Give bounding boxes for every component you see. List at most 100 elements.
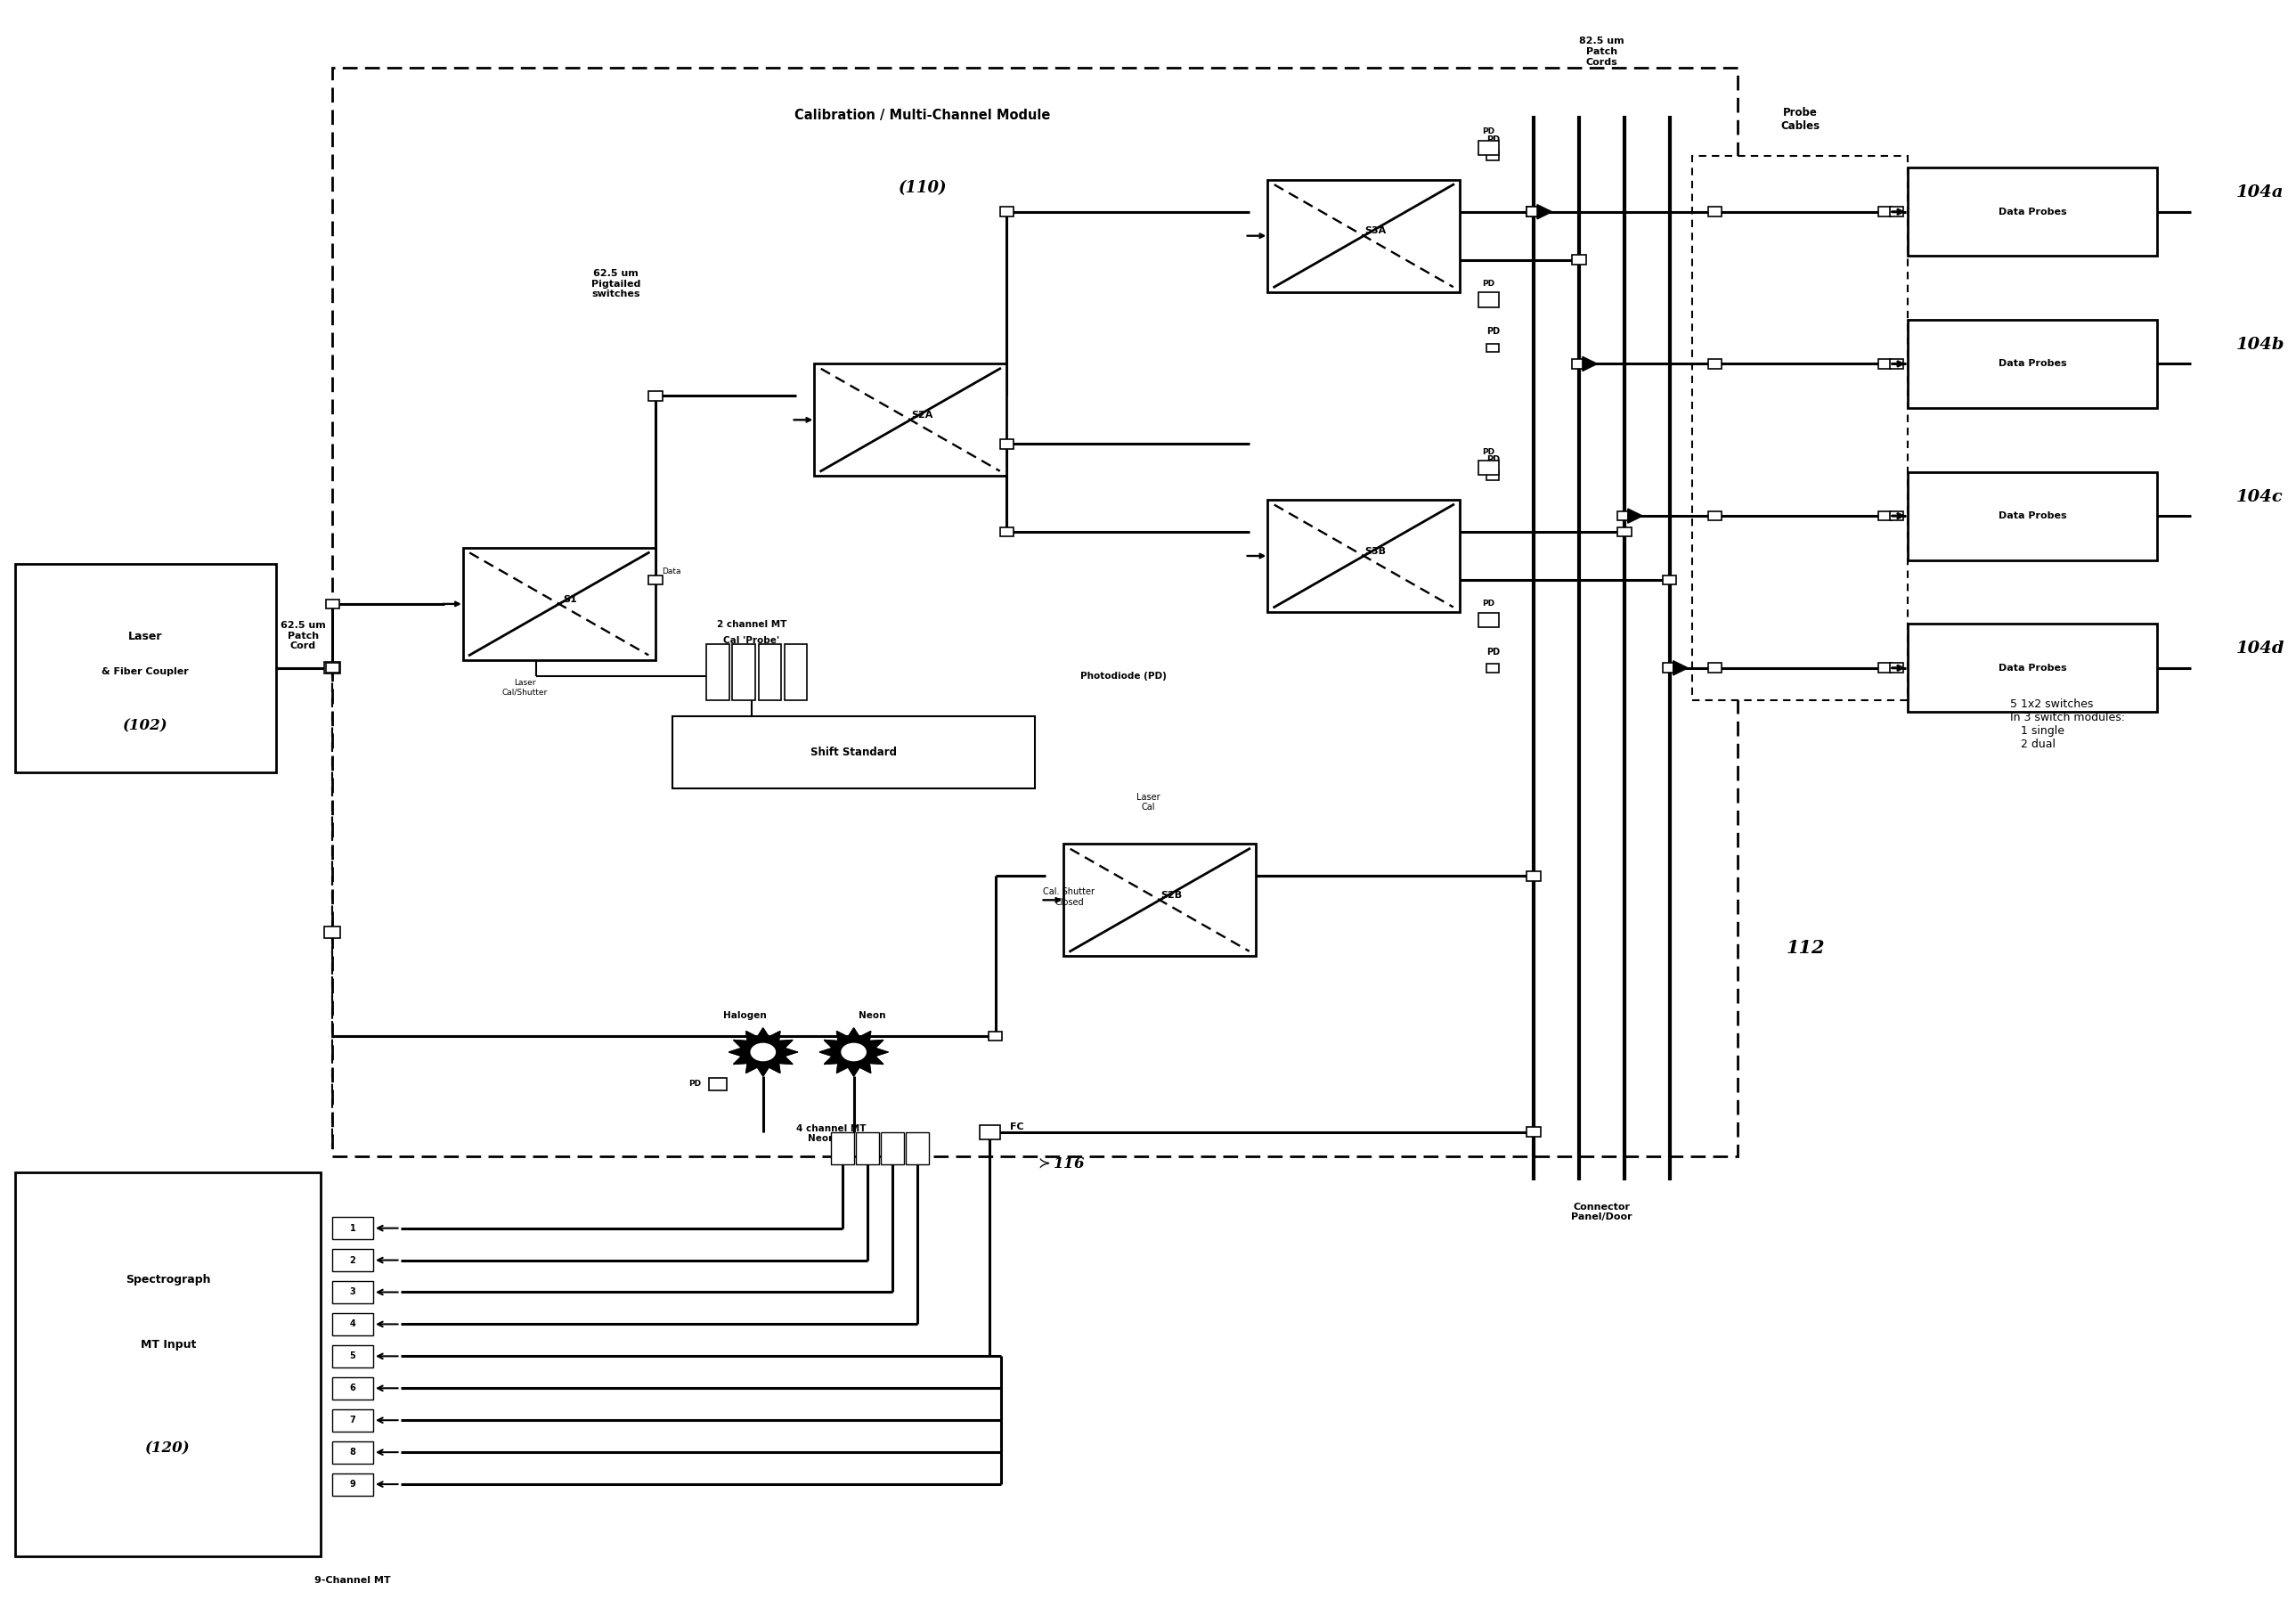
Text: Laser
Cal/Shutter: Laser Cal/Shutter	[503, 679, 549, 696]
FancyBboxPatch shape	[709, 1077, 728, 1090]
FancyBboxPatch shape	[1001, 439, 1013, 449]
FancyBboxPatch shape	[647, 576, 661, 585]
FancyBboxPatch shape	[1662, 576, 1676, 585]
FancyBboxPatch shape	[1908, 471, 2158, 560]
Text: Calibration / Multi-Channel Module: Calibration / Multi-Channel Module	[794, 109, 1052, 122]
Text: 5: 5	[349, 1352, 356, 1360]
Text: 112: 112	[1786, 939, 1825, 957]
Text: 104d: 104d	[2236, 640, 2285, 656]
FancyBboxPatch shape	[1878, 511, 1892, 521]
FancyBboxPatch shape	[1890, 511, 1903, 521]
FancyBboxPatch shape	[732, 643, 755, 699]
Text: PD: PD	[1483, 600, 1495, 608]
FancyBboxPatch shape	[907, 1132, 928, 1164]
FancyBboxPatch shape	[333, 1314, 374, 1335]
FancyBboxPatch shape	[815, 363, 1006, 476]
FancyBboxPatch shape	[333, 1409, 374, 1431]
FancyBboxPatch shape	[333, 1473, 374, 1495]
FancyBboxPatch shape	[16, 564, 276, 772]
Text: PD: PD	[1483, 449, 1495, 457]
Text: PD: PD	[1486, 648, 1499, 656]
Text: S3A: S3A	[1364, 227, 1387, 235]
FancyBboxPatch shape	[1890, 662, 1903, 672]
Polygon shape	[1536, 204, 1552, 219]
FancyBboxPatch shape	[326, 600, 340, 609]
FancyBboxPatch shape	[333, 1282, 374, 1304]
Text: PD: PD	[1486, 328, 1499, 336]
Text: MT Input: MT Input	[140, 1339, 195, 1351]
Text: Cal 'Probe': Cal 'Probe'	[723, 637, 781, 645]
FancyBboxPatch shape	[831, 1132, 854, 1164]
FancyBboxPatch shape	[1908, 320, 2158, 408]
Polygon shape	[730, 1028, 797, 1076]
FancyBboxPatch shape	[1479, 460, 1499, 474]
Text: 4 channel MT
Neon Cal: 4 channel MT Neon Cal	[797, 1124, 866, 1143]
Text: 62.5 um
Patch
Cord: 62.5 um Patch Cord	[280, 621, 326, 651]
FancyBboxPatch shape	[1619, 511, 1630, 521]
FancyBboxPatch shape	[1479, 613, 1499, 627]
Text: $\succ$116: $\succ$116	[1035, 1156, 1086, 1172]
FancyBboxPatch shape	[1878, 662, 1892, 672]
FancyBboxPatch shape	[1488, 664, 1499, 672]
Text: Cal. Shutter
Closed: Cal. Shutter Closed	[1042, 888, 1095, 907]
Text: PD: PD	[689, 1081, 700, 1089]
FancyBboxPatch shape	[1488, 344, 1499, 352]
FancyBboxPatch shape	[1527, 207, 1541, 217]
FancyBboxPatch shape	[1063, 844, 1256, 957]
FancyBboxPatch shape	[333, 1376, 374, 1399]
Polygon shape	[820, 1028, 889, 1076]
Text: Data Probes: Data Probes	[1998, 664, 2066, 672]
Text: 2 channel MT: 2 channel MT	[716, 621, 788, 629]
FancyBboxPatch shape	[1479, 140, 1499, 154]
Text: Data Probes: Data Probes	[1998, 359, 2066, 368]
FancyBboxPatch shape	[1267, 500, 1460, 613]
FancyBboxPatch shape	[1001, 207, 1013, 217]
Text: 2: 2	[349, 1256, 356, 1264]
FancyBboxPatch shape	[333, 68, 1738, 1156]
FancyBboxPatch shape	[324, 926, 340, 937]
Text: 9-Channel MT: 9-Channel MT	[315, 1576, 390, 1585]
FancyBboxPatch shape	[1619, 527, 1630, 537]
Text: Connector
Panel/Door: Connector Panel/Door	[1570, 1203, 1632, 1222]
FancyBboxPatch shape	[1708, 662, 1722, 672]
FancyBboxPatch shape	[1708, 511, 1722, 521]
Text: 8: 8	[349, 1447, 356, 1457]
Text: PD: PD	[1486, 455, 1499, 465]
FancyBboxPatch shape	[1878, 359, 1892, 368]
Text: S2A: S2A	[912, 410, 932, 420]
FancyBboxPatch shape	[333, 1249, 374, 1272]
FancyBboxPatch shape	[1488, 471, 1499, 481]
Text: 62.5 um
Pigtailed
switches: 62.5 um Pigtailed switches	[590, 269, 641, 299]
FancyBboxPatch shape	[1527, 872, 1541, 881]
Text: (110): (110)	[898, 180, 946, 196]
FancyBboxPatch shape	[882, 1132, 905, 1164]
FancyBboxPatch shape	[16, 1172, 321, 1557]
FancyBboxPatch shape	[1527, 1127, 1541, 1137]
FancyBboxPatch shape	[647, 391, 661, 400]
Text: 104b: 104b	[2236, 336, 2285, 352]
Text: Spectrograph: Spectrograph	[126, 1274, 211, 1285]
FancyBboxPatch shape	[333, 1344, 374, 1367]
Text: 104c: 104c	[2236, 489, 2285, 505]
FancyBboxPatch shape	[707, 643, 730, 699]
FancyBboxPatch shape	[856, 1132, 879, 1164]
FancyBboxPatch shape	[1527, 207, 1541, 217]
Text: Halogen: Halogen	[723, 1011, 767, 1019]
FancyBboxPatch shape	[1001, 527, 1013, 537]
FancyBboxPatch shape	[673, 716, 1035, 788]
FancyBboxPatch shape	[1662, 662, 1676, 672]
FancyBboxPatch shape	[1890, 207, 1903, 217]
Text: Probe
Cables: Probe Cables	[1779, 106, 1821, 132]
Text: Data Probes: Data Probes	[1998, 207, 2066, 215]
FancyBboxPatch shape	[1908, 167, 2158, 256]
Text: 9: 9	[349, 1479, 356, 1489]
FancyBboxPatch shape	[1908, 624, 2158, 712]
Text: PD: PD	[1483, 127, 1495, 135]
Text: (102): (102)	[124, 719, 168, 733]
Text: (120): (120)	[145, 1441, 191, 1457]
Polygon shape	[1582, 357, 1598, 371]
Text: Shift Standard: Shift Standard	[810, 746, 898, 757]
FancyBboxPatch shape	[785, 643, 808, 699]
Text: 1: 1	[349, 1224, 356, 1233]
Text: 104a: 104a	[2236, 185, 2285, 201]
